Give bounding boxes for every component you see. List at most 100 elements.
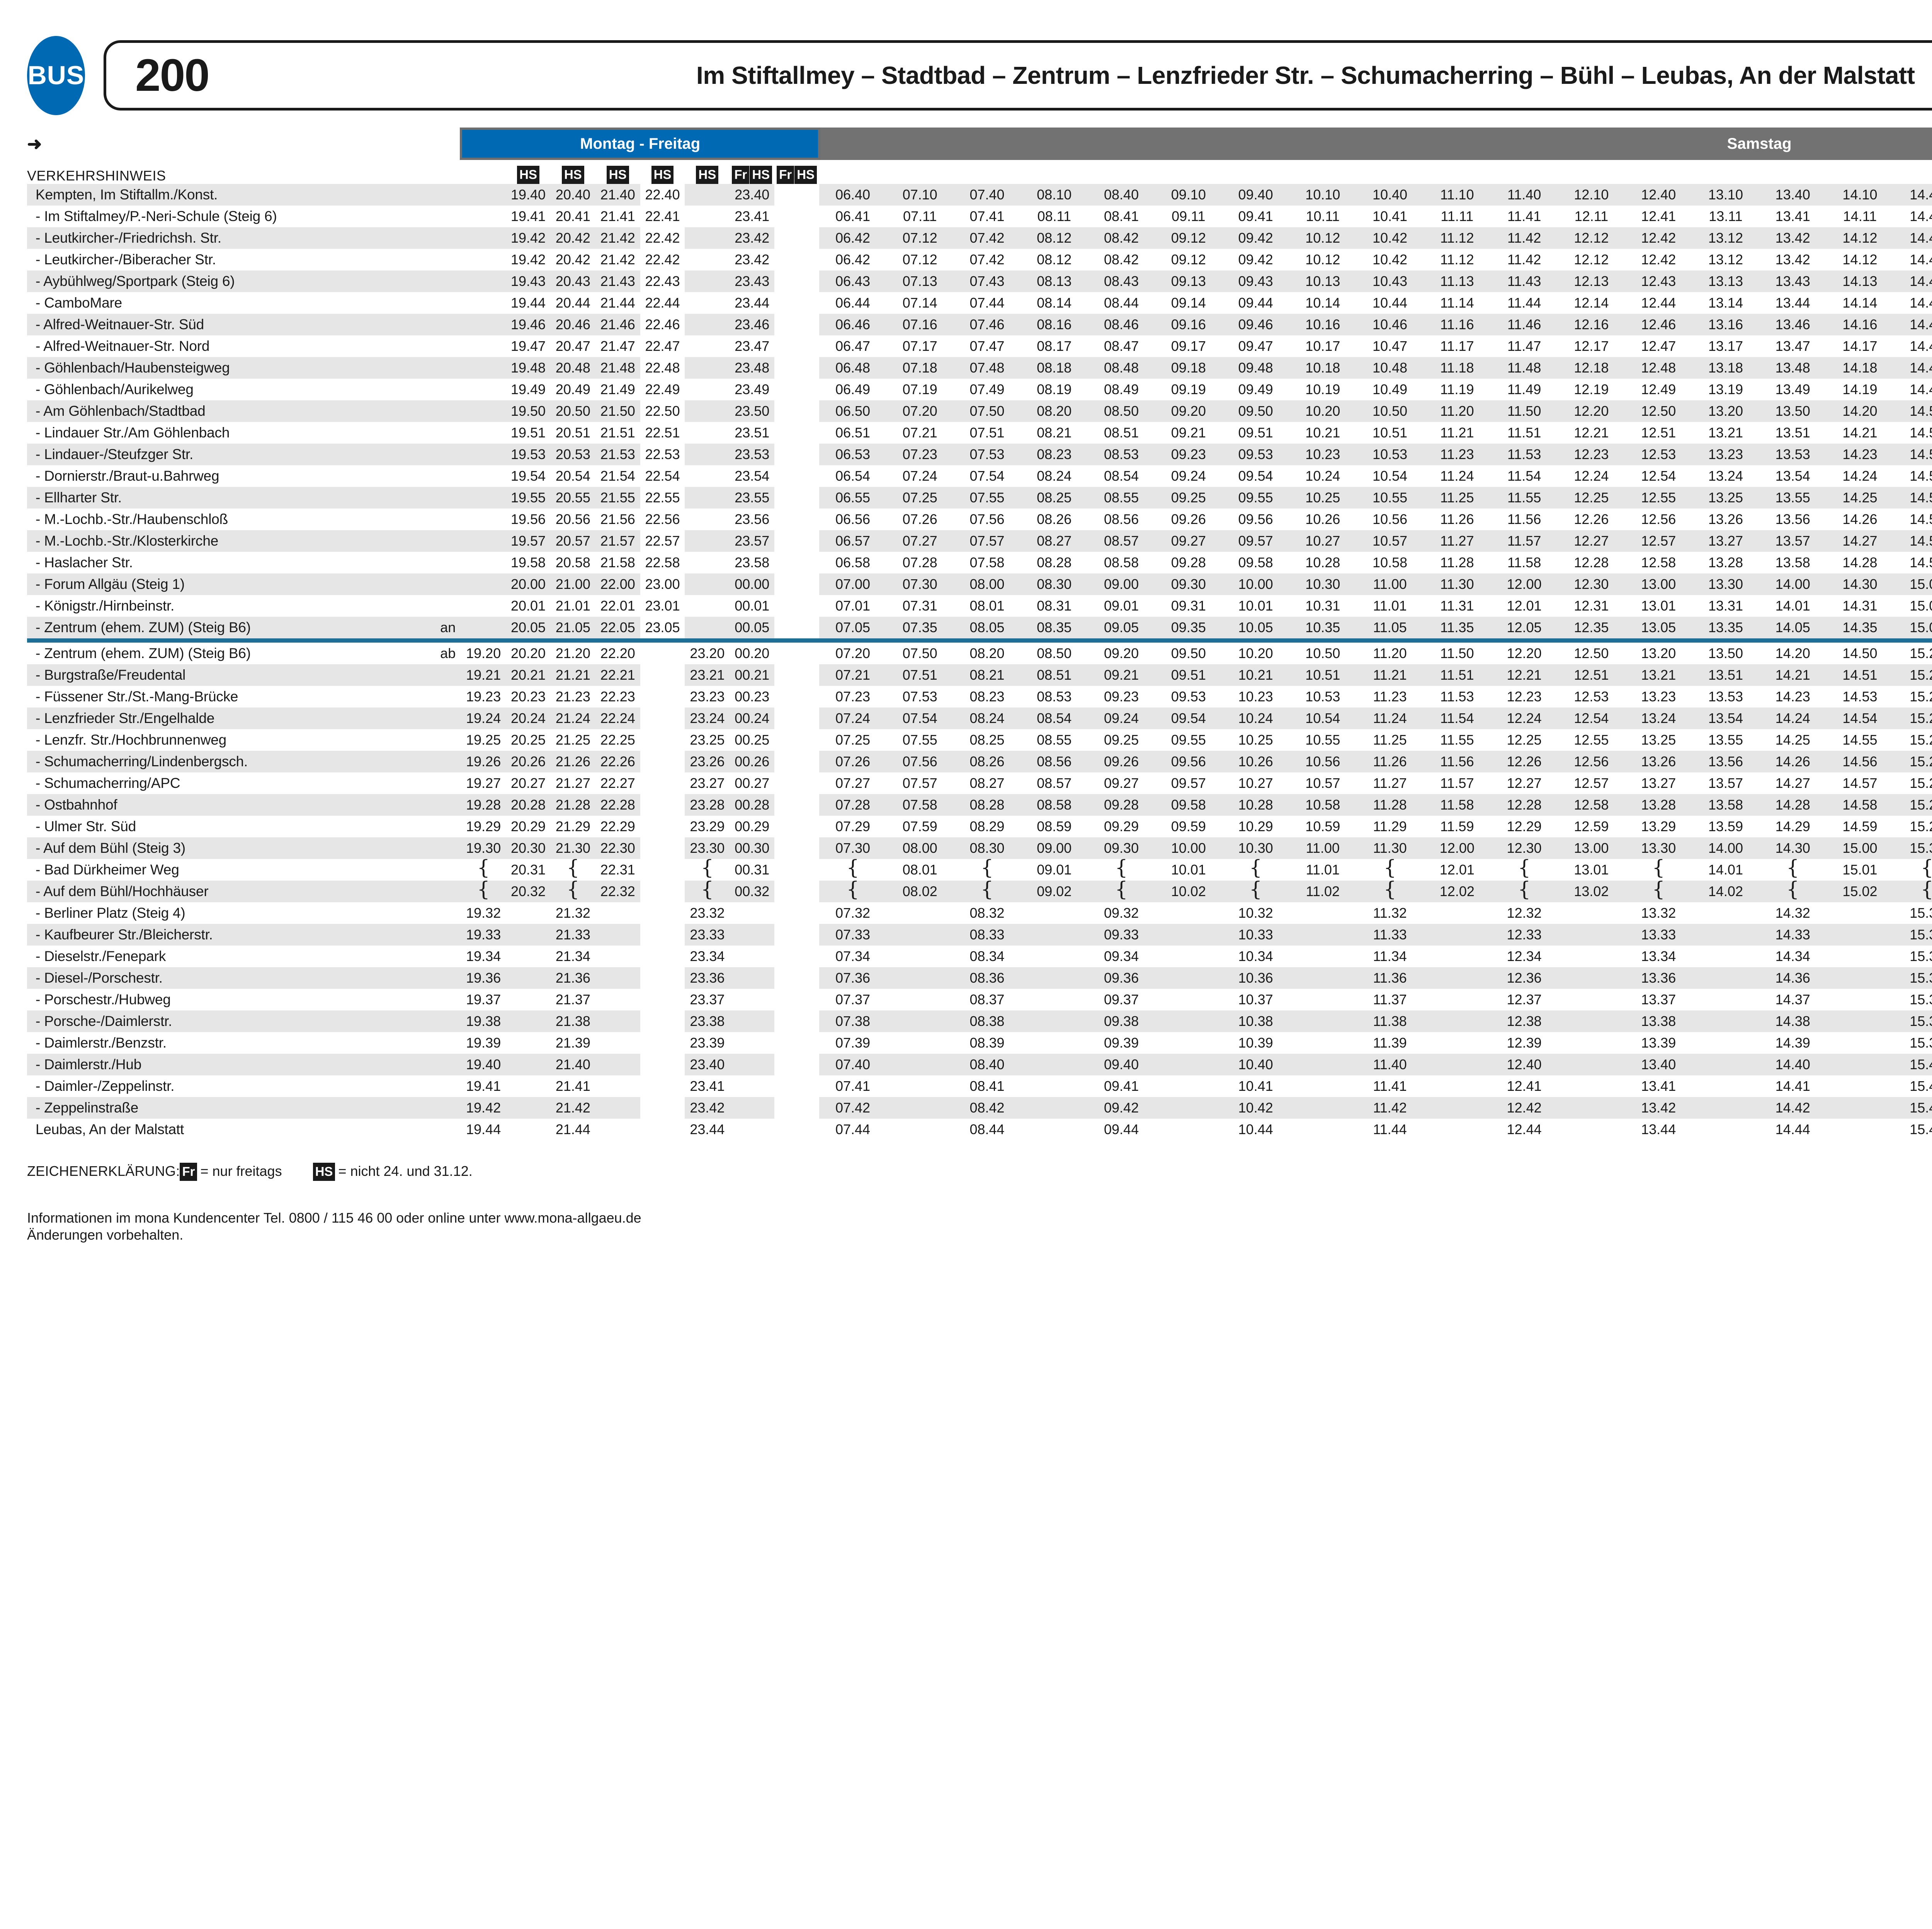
time-cell (774, 881, 819, 902)
table-row: - Aybühlweg/Sportpark (Steig 6) 19.43 20.4… (27, 270, 1932, 292)
time-cell: 11.23 (1373, 689, 1407, 704)
time-cell: 13.48 (1759, 357, 1827, 379)
time-cell: 22.21 (595, 664, 640, 686)
time-cell: 00.24 (730, 708, 775, 729)
time-cell: 10.02 (1155, 881, 1222, 902)
time-cell: 23.33 (685, 924, 730, 946)
time-cell: 23.38 (685, 1010, 730, 1032)
time-cell: 09.53 (1222, 444, 1289, 465)
time-cell: 23.20 (690, 645, 725, 661)
time-cell: 14.10 (1826, 184, 1894, 206)
time-cell: 12.29 (1507, 818, 1542, 834)
time-cell (685, 422, 730, 444)
time-cell (640, 816, 685, 837)
time-cell: 07.50 (902, 645, 937, 661)
time-cell: 12.34 (1507, 948, 1542, 964)
stop-name: - Ulmer Str. Süd (36, 818, 136, 834)
time-cell: 08.51 (1020, 664, 1088, 686)
stop-name: - M.-Lochb.-Str./Haubenschloß (36, 511, 228, 527)
time-cell: 00.32 (730, 881, 775, 902)
time-cell (1020, 902, 1088, 924)
time-cell (1558, 924, 1625, 946)
time-cell: { (685, 858, 730, 881)
time-cell: 11.40 (1356, 1054, 1423, 1075)
time-cell: 21.23 (555, 689, 590, 704)
time-cell: 19.20 (466, 645, 501, 661)
time-cell: 14.27 (1775, 775, 1810, 791)
time-cell: 08.10 (1020, 184, 1088, 206)
time-cell: 10.25 (1238, 732, 1273, 748)
time-cell (886, 902, 954, 924)
time-cell: 12.40 (1490, 1054, 1558, 1075)
time-cell: 14.00 (1692, 837, 1759, 859)
time-cell: 19.49 (510, 381, 546, 397)
time-cell: 12.41 (1507, 1078, 1542, 1094)
time-cell (1826, 1010, 1894, 1032)
time-cell (1826, 1054, 1894, 1075)
time-cell: 12.14 (1574, 295, 1609, 311)
time-cell: 23.05 (645, 619, 680, 635)
time-cell: 09.05 (1088, 617, 1155, 638)
time-cell: 10.54 (1372, 468, 1408, 484)
time-cell: 13.34 (1641, 948, 1676, 964)
time-cell: 13.42 (1759, 227, 1827, 249)
continuation-brace-icon: { (566, 856, 580, 879)
time-cell: 07.40 (953, 184, 1021, 206)
time-cell: 14.02 (1692, 881, 1759, 902)
time-cell (1155, 946, 1222, 967)
time-cell (506, 967, 551, 989)
time-cell: 19.57 (506, 530, 551, 552)
time-cell: 22.01 (600, 598, 635, 614)
time-cell: 11.12 (1440, 252, 1474, 267)
time-cell (774, 751, 819, 772)
legend-fr-text: = nur freitags (200, 1163, 282, 1179)
stop-name: - Aybühlweg/Sportpark (Steig 6) (27, 270, 435, 292)
time-cell: 10.58 (1372, 555, 1408, 570)
continuation-brace-icon: { (1249, 878, 1262, 901)
arrival-departure-label (435, 249, 461, 270)
time-cell (1558, 946, 1625, 967)
time-cell (774, 400, 819, 422)
time-cell: 19.41 (466, 1078, 501, 1094)
time-cell: 11.12 (1423, 227, 1491, 249)
time-cell: 11.53 (1440, 689, 1474, 704)
time-cell: { (1222, 858, 1289, 881)
time-cell: 21.21 (550, 664, 595, 686)
time-cell: 09.41 (1238, 208, 1273, 224)
time-cell: 08.19 (1037, 381, 1072, 397)
time-cell: 15.00 (1893, 573, 1932, 595)
time-cell: 08.12 (1020, 227, 1088, 249)
time-cell (1423, 946, 1491, 967)
time-cell: 20.47 (555, 338, 590, 354)
fr-chip-icon: Fr (777, 166, 794, 184)
time-cell: 07.30 (819, 837, 886, 859)
time-cell: 10.40 (1222, 1054, 1289, 1075)
time-cell: 21.01 (555, 598, 590, 614)
time-cell: 13.50 (1708, 645, 1743, 661)
time-cell: 07.56 (886, 751, 954, 772)
time-cell: { (954, 858, 1021, 881)
time-cell: 00.00 (730, 573, 775, 595)
time-cell: 22.53 (645, 446, 680, 462)
time-cell: 07.55 (902, 732, 937, 748)
hs-chip-icon: HS (696, 166, 719, 184)
time-cell (1558, 967, 1625, 989)
time-cell (506, 1119, 551, 1140)
time-cell: 00.27 (735, 775, 770, 791)
time-cell (685, 184, 730, 206)
saturday-mark (1625, 159, 1692, 184)
table-row: - Zeppelinstraße 19.42 21.42 23.42 07.42 08.4… (27, 1097, 1932, 1119)
time-cell (1827, 1075, 1894, 1097)
time-cell: 15.30 (1893, 837, 1932, 859)
time-cell: 14.51 (1910, 425, 1932, 441)
time-cell: 23.44 (735, 295, 770, 311)
time-cell: 08.05 (953, 617, 1021, 638)
time-cell: 12.57 (1625, 530, 1692, 552)
time-cell: 07.17 (902, 338, 937, 354)
time-cell (640, 1010, 685, 1032)
time-cell (1423, 1119, 1491, 1140)
time-cell: 13.20 (1692, 400, 1759, 422)
table-row: - Bad Dürkheimer Weg {20.31 {22.31 {00.31 {0… (27, 856, 1932, 881)
stop-name: - M.-Lochb.-Str./Klosterkirche (27, 530, 435, 552)
time-cell (774, 184, 819, 206)
